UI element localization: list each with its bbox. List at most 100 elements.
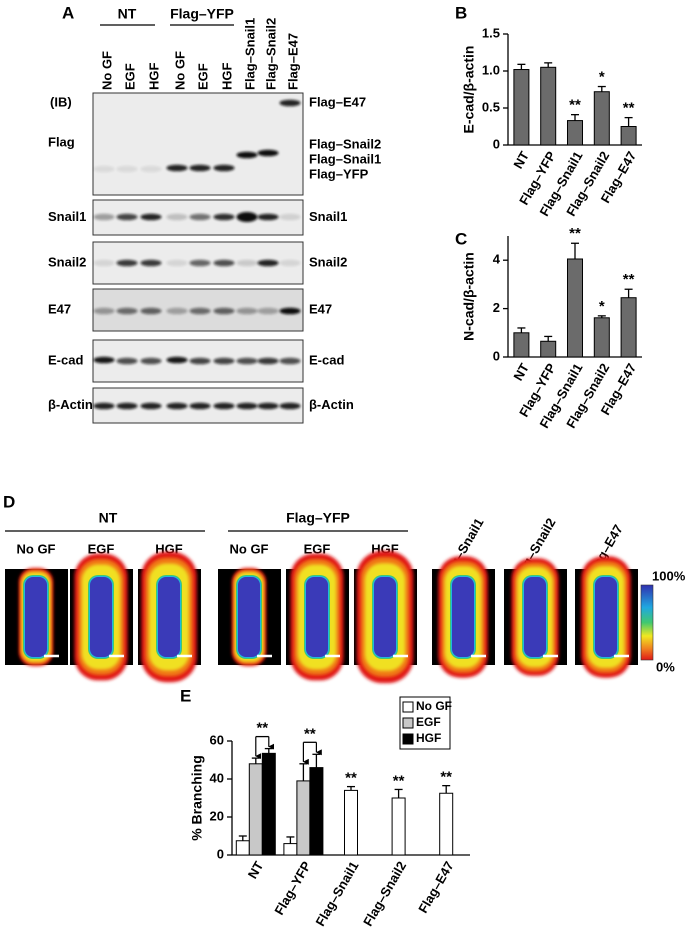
lane-label: EGF [195, 63, 210, 90]
blot-band [140, 259, 162, 267]
bar [566, 120, 584, 146]
blot-band [236, 212, 258, 222]
panel-label: C [455, 229, 467, 248]
bar [248, 763, 263, 856]
blot-band [166, 213, 188, 221]
bar [235, 840, 250, 856]
row-label-right: Snail2 [309, 254, 347, 269]
blot-band [93, 165, 115, 173]
x-tick-label: Flag–YFP [271, 858, 314, 917]
blot-band [166, 402, 188, 410]
x-tick-label: NT [245, 859, 267, 882]
row-label-right: E-cad [309, 352, 344, 367]
blot-band [93, 402, 115, 410]
blot-band [189, 164, 211, 172]
bar [439, 792, 454, 856]
lane-label: HGF [146, 63, 161, 91]
x-tick-label: Flag–Snail2 [360, 859, 409, 929]
x-tick-label: Flag–E47 [415, 859, 457, 916]
blot-band [140, 213, 162, 221]
panel-label: B [455, 3, 467, 22]
blot-band [166, 307, 188, 315]
significance: ** [623, 100, 635, 117]
blot-label: (IB) [50, 94, 72, 109]
significance: ** [569, 97, 581, 114]
y-tick-label: 1.0 [482, 62, 500, 77]
significance: ** [304, 725, 316, 742]
y-tick-label: 40 [210, 770, 224, 785]
blot-band [116, 213, 138, 221]
image-signal [306, 577, 328, 657]
x-tick-label: NT [510, 361, 532, 384]
blot-band [93, 307, 115, 315]
bar [566, 258, 584, 358]
blot-band [257, 259, 279, 267]
blot-band [257, 307, 279, 315]
lane-label: EGF [122, 63, 137, 90]
row-label: Snail2 [48, 254, 86, 269]
blot-band [213, 259, 235, 267]
blot-band [236, 307, 258, 315]
blot-band [279, 402, 301, 410]
panel-label: A [62, 3, 74, 22]
y-axis-label: % Branching [189, 755, 205, 841]
blot-band [213, 213, 235, 221]
significance: ** [393, 772, 405, 789]
x-tick-label: NT [510, 149, 532, 172]
blot-band [116, 259, 138, 267]
y-tick-label: 0 [493, 136, 500, 151]
y-axis-label: E-cad/β-actin [461, 46, 477, 134]
group-label: Flag–YFP [286, 510, 350, 526]
significance: * [599, 69, 605, 86]
significance: ** [440, 769, 452, 786]
legend-swatch [402, 717, 414, 729]
legend-swatch [402, 733, 414, 745]
row-label-right: Flag–Snail2 [309, 136, 381, 151]
bar [593, 317, 610, 358]
blot-band [257, 357, 279, 365]
x-tick-label: Flag–Snail1 [312, 859, 361, 929]
blot-band [213, 307, 235, 315]
blot-band [279, 213, 301, 221]
lane-label: No GF [230, 541, 269, 556]
lane-label: No GF [172, 51, 187, 90]
lane-label: No GF [99, 51, 114, 90]
significance: ** [569, 225, 581, 242]
y-tick-label: 0 [217, 846, 224, 861]
significance: ** [623, 271, 635, 288]
blot-band [279, 307, 301, 315]
blot-band [140, 307, 162, 315]
blot-band [166, 259, 188, 267]
blot-band [140, 402, 162, 410]
blot-band [189, 213, 211, 221]
image-signal [524, 577, 546, 657]
blot-band [116, 165, 138, 173]
blot-band [213, 402, 235, 410]
lane-label: Flag–Snail2 [263, 18, 278, 90]
bar [283, 843, 298, 856]
blot-band [189, 307, 211, 315]
bar [540, 340, 557, 358]
row-label: Flag [48, 134, 75, 149]
bar [540, 66, 557, 146]
blot-band [279, 259, 301, 267]
y-tick-label: 60 [210, 732, 224, 747]
bar [620, 126, 637, 146]
bar [344, 789, 358, 856]
blot-band [213, 357, 235, 365]
blot-band [257, 213, 279, 221]
blot-band [279, 357, 301, 365]
y-tick-label: 1.5 [482, 25, 500, 40]
image-signal [452, 577, 474, 657]
colorbar [640, 584, 654, 661]
legend-label: HGF [416, 731, 441, 745]
y-tick-label: 20 [210, 808, 224, 823]
row-label-right: Flag–YFP [309, 166, 369, 181]
blot-band [140, 357, 162, 365]
blot-band [189, 259, 211, 267]
bar [620, 297, 637, 358]
image-signal [90, 577, 112, 657]
blot-band [140, 165, 162, 173]
row-label-right: β-Actin [309, 397, 354, 412]
